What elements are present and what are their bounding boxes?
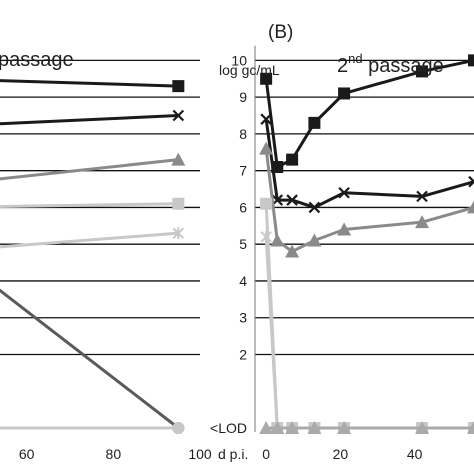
panel-a-x-tick-60: 60 <box>19 446 35 462</box>
panel-b-series-1-point-6 <box>416 65 429 78</box>
panel-b-series-3-point-3 <box>285 244 300 258</box>
x-axis-label: d p.i. <box>218 446 248 462</box>
panel-b-series-6-point-1 <box>259 421 274 434</box>
panel-b: 0 20 40 <LOD 2 3 4 5 6 7 8 9 10 <box>210 45 474 462</box>
panel-b-x-tick-20: 20 <box>333 446 349 462</box>
panel-a-series-7-point-2 <box>172 422 185 434</box>
panel-b-series-3-point-7 <box>467 200 474 214</box>
panel-b-series-6-point-4 <box>307 421 322 434</box>
panel-b-series-2-point-4 <box>308 201 321 214</box>
panel-b-series-4-point-1 <box>260 197 273 210</box>
panel-b-series-2-point-3 <box>286 194 298 206</box>
panel-b-title: 2nd passage <box>337 51 444 77</box>
panel-b-title-rest: passage <box>363 55 444 77</box>
panel-b-y-tick-4: 4 <box>239 273 247 289</box>
panel-b-series-5-point-1 <box>260 230 272 243</box>
panel-b-series-2-point-6 <box>416 190 428 203</box>
panel-b-label: (B) <box>268 22 293 43</box>
panel-b-y-tick-10: 10 <box>231 52 247 68</box>
panel-b-series-3-point-5 <box>337 222 352 236</box>
panel-b-y-tick-5: 5 <box>239 236 247 252</box>
panel-b-series-2-point-7 <box>468 175 474 188</box>
panel-a-series-3-line <box>0 158 179 181</box>
panel-a-x-tick-80: 80 <box>106 446 122 462</box>
panel-b-series-1-point-7 <box>468 54 474 67</box>
panel-a-series-6-line <box>0 288 180 430</box>
panel-a-title: passage <box>0 49 74 71</box>
panel-b-y-tick-3: 3 <box>239 310 247 326</box>
panel-b-y-tick-6: 6 <box>239 199 247 215</box>
panel-b-series-5-line <box>264 236 474 430</box>
panel-b-x-tick-40: 40 <box>407 446 423 462</box>
panel-a-x-tick-100: 100 <box>188 446 212 462</box>
panel-b-series-3-point-1 <box>259 141 274 155</box>
panel-a-series-2-point-2 <box>172 109 185 122</box>
panel-b-series-6-point-7 <box>467 421 474 434</box>
panel-b-y-tick-8: 8 <box>239 126 247 142</box>
panel-a-series-4-point-2 <box>172 197 185 210</box>
panel-a-series-4-line <box>0 202 179 209</box>
panel-b-series-3-point-6 <box>415 215 430 229</box>
panel-b-series-3-point-2 <box>270 233 285 247</box>
panel-a-series-1-point-2 <box>172 80 185 93</box>
panel-b-series-6-point-3 <box>285 421 300 434</box>
panel-b-series-6-point-5 <box>337 421 352 434</box>
panel-b-series-3-point-4 <box>307 233 322 247</box>
panel-b-title-base: 2 <box>337 55 348 77</box>
panel-a-series-2-line <box>0 114 179 126</box>
panel-b-series-2-point-1 <box>260 113 272 125</box>
panel-b-series-1-point-4 <box>308 116 321 129</box>
panel-b-series-6-point-2 <box>270 421 285 434</box>
panel-a: 60 80 100 <box>0 59 212 462</box>
panel-b-series-2-point-5 <box>338 186 350 199</box>
panel-b-series-1-point-3 <box>286 153 299 166</box>
panel-a-series-5-point-2 <box>172 227 185 240</box>
y-axis-label: log gc/mL <box>219 62 280 78</box>
panel-b-y-tick-7: 7 <box>239 163 247 179</box>
panel-a-series-5-line <box>0 231 179 249</box>
panel-b-title-sup: nd <box>348 51 362 66</box>
panel-b-series-4-line <box>264 203 474 430</box>
panel-b-y-tick-lod: <LOD <box>210 420 247 436</box>
panel-b-series-1-point-1 <box>260 72 273 85</box>
panel-a-series-1-line <box>0 79 179 88</box>
panel-a-series-3-point-2 <box>171 152 186 166</box>
panel-b-y-tick-9: 9 <box>239 89 247 105</box>
panel-b-y-tick-2: 2 <box>239 346 247 362</box>
panel-b-series-1-point-5 <box>338 87 351 100</box>
panel-b-x-tick-0: 0 <box>262 446 270 462</box>
panel-b-series-6-point-6 <box>415 421 430 434</box>
